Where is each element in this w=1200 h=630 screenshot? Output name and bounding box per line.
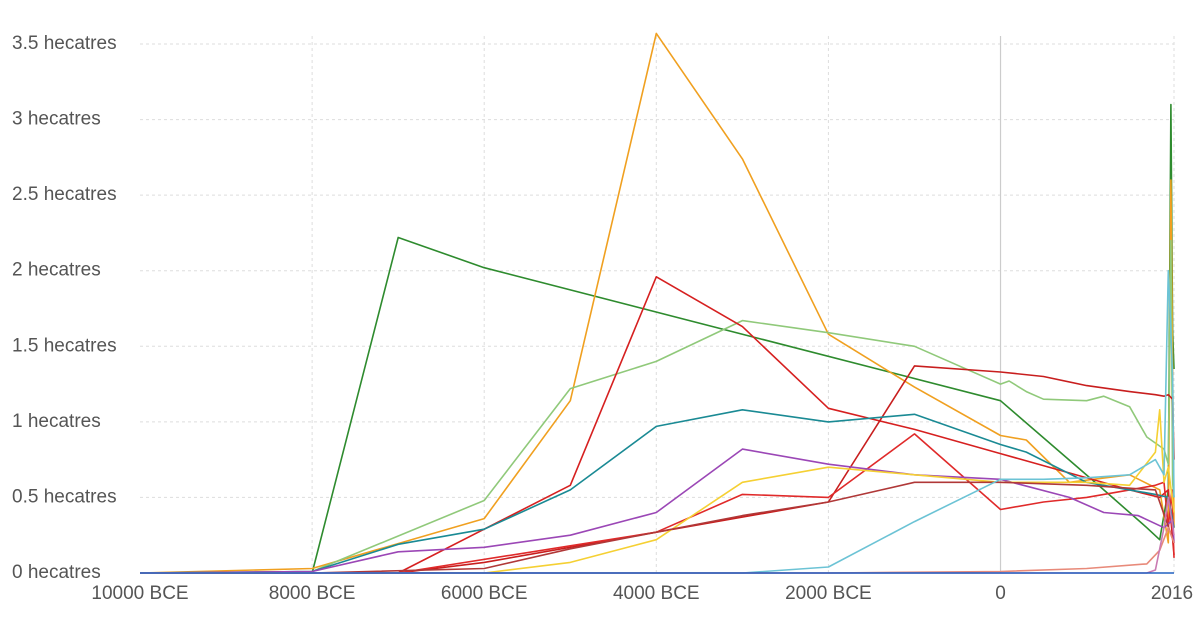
series-line-5 <box>140 365 1175 574</box>
y-tick-label: 3 hecatres <box>12 109 101 130</box>
y-tick-label: 2 hecatres <box>12 260 101 281</box>
y-axis-tick-labels: 0 hecatres 0.5 hecatres 1 hecatres 1.5 heca… <box>12 33 117 583</box>
x-tick-label: 4000 BCE <box>613 583 700 604</box>
series-line-1 <box>140 103 1175 574</box>
series-line-8 <box>139 448 1175 574</box>
y-tick-label: 0 hecatres <box>12 562 101 583</box>
y-tick-label: 0.5 hecatres <box>12 486 117 507</box>
x-tick-label: 0 <box>995 583 1006 604</box>
series-line-11 <box>140 269 1175 574</box>
x-tick-label: 2000 BCE <box>785 583 872 604</box>
series-line-9 <box>140 408 1175 574</box>
series-line-12 <box>140 526 1175 574</box>
y-tick-label: 3.5 hecatres <box>12 33 117 54</box>
x-tick-label: 2016 <box>1151 583 1193 604</box>
x-tick-label: 6000 BCE <box>441 583 528 604</box>
x-tick-label: 10000 BCE <box>91 583 188 604</box>
series-line-13 <box>140 496 1175 574</box>
series-line-10 <box>140 481 1175 574</box>
series-line-4 <box>140 275 1175 574</box>
series-line-7 <box>139 408 1175 574</box>
grid-lines <box>140 36 1175 574</box>
series-lines <box>139 32 1175 574</box>
x-axis-tick-labels: 10000 BCE 8000 BCE 6000 BCE 4000 BCE 2000 BC… <box>91 583 1193 604</box>
y-tick-label: 1 hecatres <box>12 411 101 432</box>
series-line-3 <box>139 239 1175 574</box>
x-tick-label: 8000 BCE <box>269 583 356 604</box>
y-tick-label: 2.5 hecatres <box>12 184 117 205</box>
series-line-2 <box>139 32 1175 574</box>
y-tick-label: 1.5 hecatres <box>12 335 117 356</box>
series-line-6 <box>140 433 1175 574</box>
